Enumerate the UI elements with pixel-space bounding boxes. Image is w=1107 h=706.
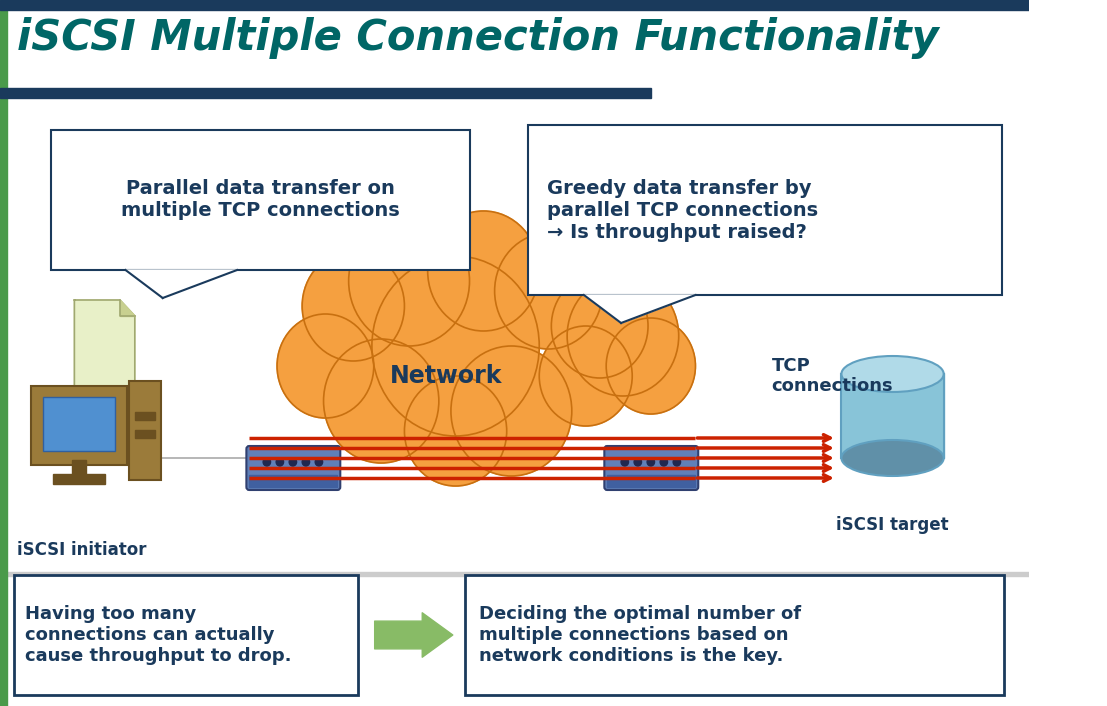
Text: Network: Network bbox=[390, 364, 503, 388]
Circle shape bbox=[349, 216, 469, 346]
Polygon shape bbox=[120, 300, 135, 316]
Bar bbox=[841, 373, 943, 458]
Circle shape bbox=[567, 276, 679, 396]
Ellipse shape bbox=[841, 440, 943, 476]
Circle shape bbox=[451, 346, 572, 476]
Circle shape bbox=[634, 458, 642, 466]
Bar bbox=[249, 475, 338, 487]
FancyBboxPatch shape bbox=[528, 125, 1002, 295]
Bar bbox=[0, 0, 8, 706]
FancyBboxPatch shape bbox=[14, 575, 358, 695]
Text: iSCSI Multiple Connection Functionality: iSCSI Multiple Connection Functionality bbox=[17, 17, 939, 59]
Circle shape bbox=[621, 458, 629, 466]
Circle shape bbox=[660, 458, 668, 466]
Bar bbox=[135, 412, 155, 420]
FancyBboxPatch shape bbox=[465, 575, 1004, 695]
Bar bbox=[607, 475, 695, 487]
Text: Having too many
connections can actually
cause throughput to drop.: Having too many connections can actually… bbox=[25, 605, 291, 665]
Bar bbox=[72, 460, 86, 476]
Polygon shape bbox=[74, 300, 135, 390]
Bar bbox=[135, 430, 155, 438]
Circle shape bbox=[276, 458, 283, 466]
Text: TCP
connections: TCP connections bbox=[772, 357, 893, 395]
Circle shape bbox=[539, 326, 632, 426]
Circle shape bbox=[315, 458, 322, 466]
Text: iSCSI target: iSCSI target bbox=[836, 516, 949, 534]
Bar bbox=[0, 0, 1030, 10]
Ellipse shape bbox=[841, 356, 943, 392]
Circle shape bbox=[277, 314, 374, 418]
Circle shape bbox=[404, 376, 507, 486]
Circle shape bbox=[302, 251, 404, 361]
Circle shape bbox=[607, 318, 695, 414]
Circle shape bbox=[263, 458, 270, 466]
Circle shape bbox=[427, 211, 539, 331]
Circle shape bbox=[551, 274, 648, 378]
FancyBboxPatch shape bbox=[130, 381, 161, 480]
Circle shape bbox=[323, 339, 438, 463]
FancyBboxPatch shape bbox=[43, 397, 115, 451]
Circle shape bbox=[648, 458, 654, 466]
FancyBboxPatch shape bbox=[604, 446, 699, 490]
FancyBboxPatch shape bbox=[31, 386, 127, 465]
Circle shape bbox=[495, 233, 602, 349]
FancyBboxPatch shape bbox=[247, 446, 340, 490]
FancyArrowPatch shape bbox=[374, 613, 453, 657]
Polygon shape bbox=[583, 295, 695, 323]
Circle shape bbox=[372, 256, 539, 436]
Text: Greedy data transfer by
parallel TCP connections
→ Is throughput raised?: Greedy data transfer by parallel TCP con… bbox=[547, 179, 818, 241]
FancyBboxPatch shape bbox=[51, 130, 469, 270]
Circle shape bbox=[289, 458, 297, 466]
Text: Deciding the optimal number of
multiple connections based on
network conditions : Deciding the optimal number of multiple … bbox=[479, 605, 801, 665]
Circle shape bbox=[673, 458, 681, 466]
Bar bbox=[0, 88, 651, 98]
Bar bbox=[0, 572, 1030, 576]
Text: iSCSI initiator: iSCSI initiator bbox=[17, 541, 146, 559]
Circle shape bbox=[302, 458, 310, 466]
Text: Parallel data transfer on
multiple TCP connections: Parallel data transfer on multiple TCP c… bbox=[121, 179, 400, 220]
Polygon shape bbox=[125, 270, 237, 298]
Bar bbox=[53, 474, 105, 484]
